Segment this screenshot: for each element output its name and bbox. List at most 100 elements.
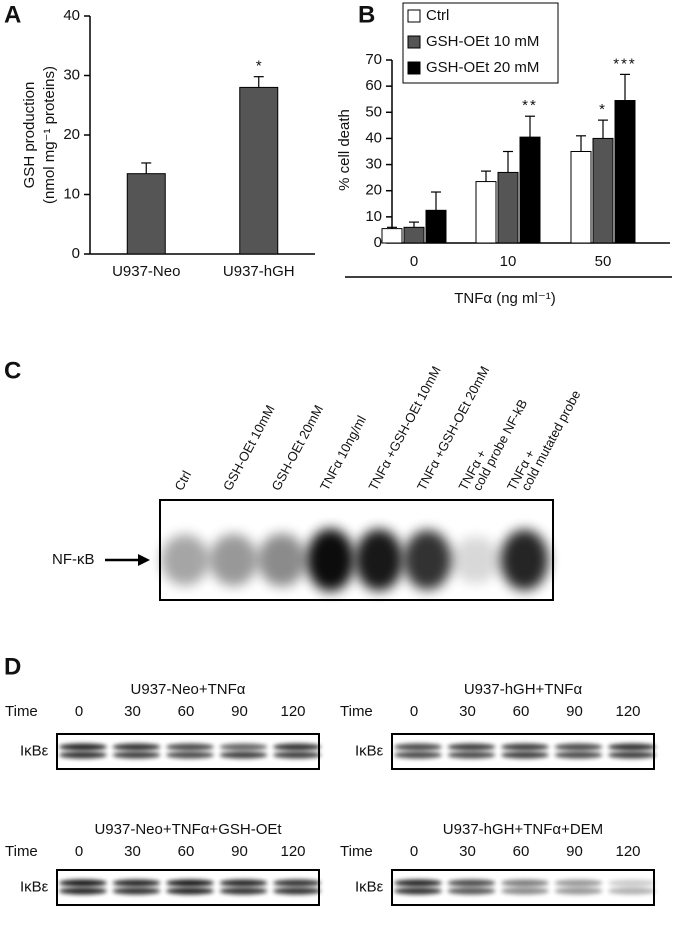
bar xyxy=(126,173,166,255)
protein-label: IκBε xyxy=(20,878,49,895)
time-value: 0 xyxy=(410,703,418,720)
legend-swatch xyxy=(407,61,421,75)
lane-label: Ctrl xyxy=(171,468,194,493)
time-value: 120 xyxy=(615,843,640,860)
protein-label: IκBε xyxy=(355,742,384,759)
blot-band xyxy=(273,879,321,887)
time-value: 60 xyxy=(513,843,530,860)
annotation: * xyxy=(599,101,607,118)
bar xyxy=(381,228,403,244)
bar xyxy=(497,171,519,244)
y-tick-label: 0 xyxy=(374,234,382,251)
time-value: 90 xyxy=(231,843,248,860)
lane-label: GSH-OEt 20mM xyxy=(268,402,326,493)
annotation: ** xyxy=(522,97,538,114)
x-tick-label: 0 xyxy=(410,253,418,270)
protein-label: IκBε xyxy=(355,878,384,895)
legend-box xyxy=(402,2,559,84)
time-value: 60 xyxy=(178,703,195,720)
bar xyxy=(425,209,447,244)
blot-band xyxy=(306,528,355,592)
blot-band xyxy=(554,879,603,887)
annotation: *** xyxy=(613,55,637,72)
blot-title: U937-hGH+TNFα+DEM xyxy=(443,821,603,838)
blot-band xyxy=(554,743,603,751)
y-tick-label: 20 xyxy=(365,182,382,199)
time-value: 60 xyxy=(513,703,530,720)
time-value: 60 xyxy=(178,843,195,860)
blot-band xyxy=(608,887,656,895)
lane-label: GSH-OEt 10mM xyxy=(220,402,278,493)
time-value: 120 xyxy=(280,703,305,720)
legend-label: Ctrl xyxy=(426,7,449,24)
blot-frame xyxy=(56,869,320,906)
blot-band xyxy=(219,743,268,751)
bar xyxy=(570,151,592,244)
legend-label: GSH-OEt 20 mM xyxy=(426,59,539,76)
time-value: 30 xyxy=(459,843,476,860)
x-tick-label: 50 xyxy=(595,253,612,270)
time-value: 0 xyxy=(410,843,418,860)
blot-band xyxy=(355,529,403,591)
blot-band xyxy=(273,751,321,759)
blot-band xyxy=(554,751,603,759)
blot-band xyxy=(219,887,268,895)
blot-band xyxy=(273,887,321,895)
blot-band xyxy=(447,887,496,895)
annotation: * xyxy=(256,58,262,75)
blot-band xyxy=(112,887,161,895)
bar xyxy=(519,136,541,244)
panel-label: B xyxy=(358,1,375,28)
blot-band xyxy=(166,743,214,751)
blot-band xyxy=(447,743,496,751)
blot-band xyxy=(501,743,549,751)
blot-band xyxy=(501,751,549,759)
blot-band xyxy=(273,743,321,751)
blot-band xyxy=(394,879,442,887)
x-axis-label: TNFα (ng ml⁻¹) xyxy=(454,290,556,307)
time-value: 30 xyxy=(124,703,141,720)
blot-frame xyxy=(391,733,655,770)
blot-title: U937-Neo+TNFα xyxy=(131,681,246,698)
time-value: 120 xyxy=(280,843,305,860)
blot-title: U937-hGH+TNFα xyxy=(464,681,583,698)
x-tick-label: 10 xyxy=(500,253,517,270)
y-tick-label: 40 xyxy=(63,7,80,24)
blot-band xyxy=(258,533,306,587)
y-axis-label: % cell death xyxy=(336,109,353,191)
y-tick-label: 60 xyxy=(365,77,382,94)
x-tick-label: U937-hGH xyxy=(223,263,295,280)
blot-band xyxy=(501,887,549,895)
blot-band xyxy=(112,879,161,887)
time-value: 120 xyxy=(615,703,640,720)
y-tick-label: 70 xyxy=(365,51,382,68)
blot-band xyxy=(59,887,107,895)
time-value: 90 xyxy=(231,703,248,720)
blot-title: U937-Neo+TNFα+GSH-OEt xyxy=(94,821,282,838)
protein-label: IκBε xyxy=(20,742,49,759)
blot-band xyxy=(59,751,107,759)
blot-band xyxy=(219,751,268,759)
bar xyxy=(592,137,614,244)
blot-band xyxy=(59,743,107,751)
bar xyxy=(239,86,279,255)
y-tick-label: 10 xyxy=(365,208,382,225)
time-label: Time xyxy=(5,843,38,860)
y-tick-label: 30 xyxy=(365,156,382,173)
lane-label: TNFα 10ng/ml xyxy=(317,413,369,493)
blot-band xyxy=(447,879,496,887)
panel-label: D xyxy=(4,653,21,680)
blot-band xyxy=(112,743,161,751)
y-tick-label: 40 xyxy=(365,129,382,146)
y-tick-label: 30 xyxy=(63,66,80,83)
blot-band xyxy=(161,534,209,586)
blot-band xyxy=(394,751,442,759)
bar xyxy=(614,100,636,244)
blot-band xyxy=(112,751,161,759)
time-value: 30 xyxy=(124,843,141,860)
legend-swatch xyxy=(407,35,421,49)
blot-band xyxy=(394,743,442,751)
y-axis-label: GSH production xyxy=(21,82,38,189)
time-value: 90 xyxy=(566,703,583,720)
